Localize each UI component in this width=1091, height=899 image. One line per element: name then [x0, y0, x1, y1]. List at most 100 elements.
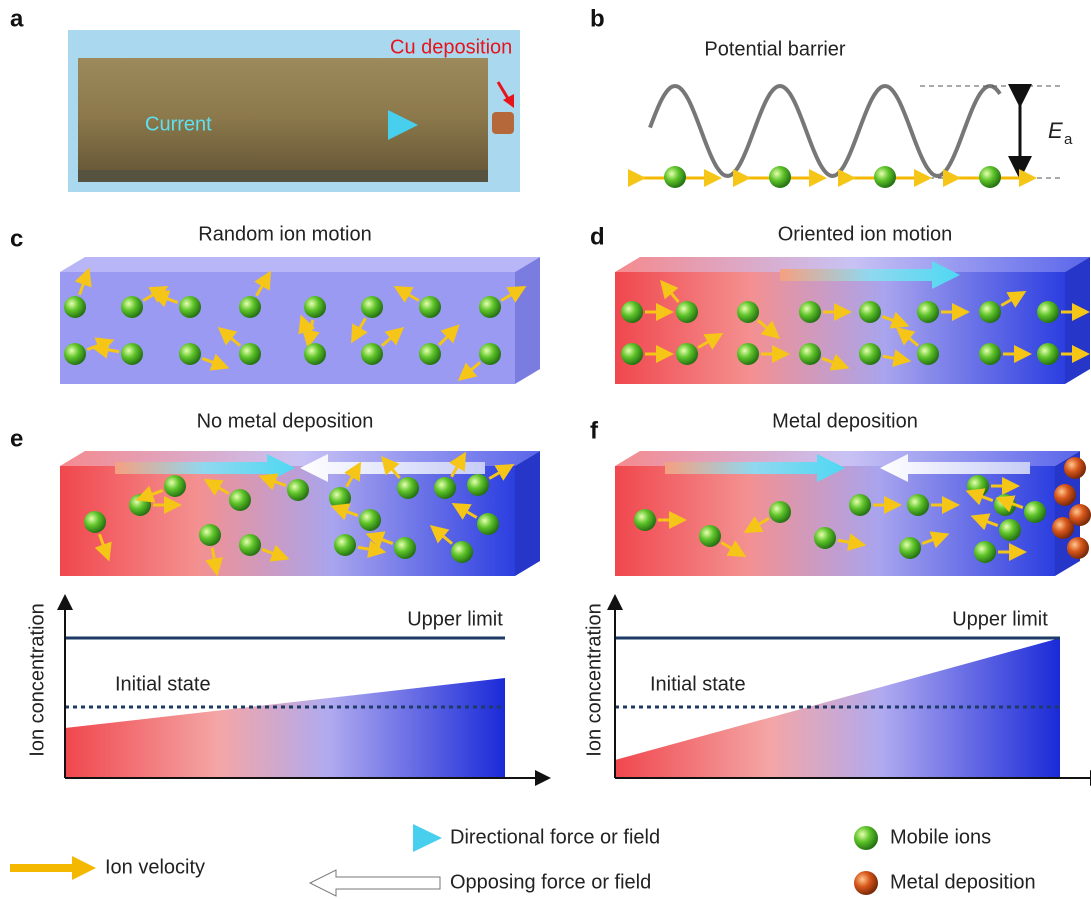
- panel-title: Metal deposition: [772, 410, 918, 432]
- y-axis-label: Ion concentration: [26, 603, 48, 756]
- copper-deposit: [492, 112, 514, 134]
- initial-state-label: Initial state: [650, 673, 746, 695]
- legend-arrowhead: [413, 824, 442, 852]
- mobile-ion: [477, 513, 499, 535]
- mobile-ion: [304, 343, 326, 365]
- mobile-ion: [334, 534, 356, 556]
- panel-letter: f: [590, 417, 599, 444]
- metal-deposit: [1054, 484, 1076, 506]
- mobile-ion: [907, 494, 929, 516]
- mobile-ion: [974, 541, 996, 563]
- mobile-ion: [239, 534, 261, 556]
- mobile-ion: [394, 537, 416, 559]
- legend-label: Opposing force or field: [450, 871, 651, 893]
- mobile-ion: [434, 477, 456, 499]
- panel-title: Oriented ion motion: [778, 223, 953, 245]
- mobile-ion: [1037, 343, 1059, 365]
- legend-label: Ion velocity: [105, 856, 205, 878]
- mobile-ion: [467, 474, 489, 496]
- box-front: [60, 272, 515, 384]
- panel-letter: e: [10, 425, 23, 452]
- legend-deposit: [854, 871, 878, 895]
- mobile-ion: [917, 301, 939, 323]
- box-front: [615, 272, 1065, 384]
- mobile-ion: [64, 343, 86, 365]
- current-label: Current: [145, 113, 212, 135]
- legend-ion: [854, 826, 878, 850]
- bar-edge: [78, 170, 488, 182]
- panel-letter: c: [10, 225, 23, 252]
- mobile-ion: [121, 296, 143, 318]
- box-side: [515, 451, 540, 576]
- box-top: [60, 257, 540, 272]
- mobile-ion: [814, 527, 836, 549]
- mobile-ion: [419, 296, 441, 318]
- mobile-ion: [1024, 501, 1046, 523]
- upper-limit-label: Upper limit: [952, 608, 1048, 630]
- mobile-ion: [84, 511, 106, 533]
- mobile-ion: [899, 537, 921, 559]
- metal-deposit: [1067, 537, 1089, 559]
- mobile-ion: [799, 301, 821, 323]
- mobile-ion: [229, 489, 251, 511]
- panel-title: Potential barrier: [704, 38, 846, 60]
- legend-arrowhead: [72, 856, 96, 880]
- mobile-ion: [239, 343, 261, 365]
- y-axis-label: Ion concentration: [583, 603, 605, 756]
- upper-limit-label: Upper limit: [407, 608, 503, 630]
- mobile-ion: [359, 509, 381, 531]
- mobile-ion: [361, 296, 383, 318]
- mobile-ion: [179, 343, 201, 365]
- mobile-ion: [304, 296, 326, 318]
- mobile-ion: [769, 166, 791, 188]
- figure: a Current Cu deposition b Potential barr…: [0, 0, 1091, 899]
- mobile-ion: [164, 475, 186, 497]
- mobile-ion: [799, 343, 821, 365]
- mobile-ion: [859, 301, 881, 323]
- legend-label: Metal deposition: [890, 871, 1036, 893]
- mobile-ion: [239, 296, 261, 318]
- mobile-ion: [874, 166, 896, 188]
- mobile-ion: [699, 525, 721, 547]
- mobile-ion: [979, 301, 1001, 323]
- mobile-ion: [634, 509, 656, 531]
- brass-bar: [78, 58, 488, 170]
- mobile-ion: [451, 541, 473, 563]
- panel-letter: a: [10, 5, 24, 32]
- mobile-ion: [859, 343, 881, 365]
- mobile-ion: [329, 487, 351, 509]
- box-side: [1065, 257, 1090, 384]
- box-side: [515, 257, 540, 384]
- panel-title: Random ion motion: [198, 223, 371, 245]
- mobile-ion: [64, 296, 86, 318]
- mobile-ion: [199, 524, 221, 546]
- mobile-ion: [676, 343, 698, 365]
- mobile-ion: [849, 494, 871, 516]
- mobile-ion: [664, 166, 686, 188]
- mobile-ion: [621, 301, 643, 323]
- mobile-ion: [737, 301, 759, 323]
- mobile-ion: [999, 519, 1021, 541]
- mobile-ion: [737, 343, 759, 365]
- mobile-ion: [917, 343, 939, 365]
- legend-label: Mobile ions: [890, 826, 991, 848]
- mobile-ion: [1037, 301, 1059, 323]
- mobile-ion: [479, 343, 501, 365]
- panel-title: No metal deposition: [197, 410, 374, 432]
- initial-state-label: Initial state: [115, 673, 211, 695]
- mobile-ion: [179, 296, 201, 318]
- mobile-ion: [361, 343, 383, 365]
- mobile-ion: [769, 501, 791, 523]
- mobile-ion: [979, 166, 1001, 188]
- panel-letter: b: [590, 5, 605, 32]
- mobile-ion: [397, 477, 419, 499]
- energy-subscript: a: [1064, 131, 1073, 148]
- panel-letter: d: [590, 223, 605, 250]
- potential-curve: [650, 86, 1000, 176]
- mobile-ion: [479, 296, 501, 318]
- legend-label: Directional force or field: [450, 826, 660, 848]
- mobile-ion: [676, 301, 698, 323]
- mobile-ion: [419, 343, 441, 365]
- metal-deposit: [1052, 517, 1074, 539]
- legend-arrow: [310, 870, 440, 896]
